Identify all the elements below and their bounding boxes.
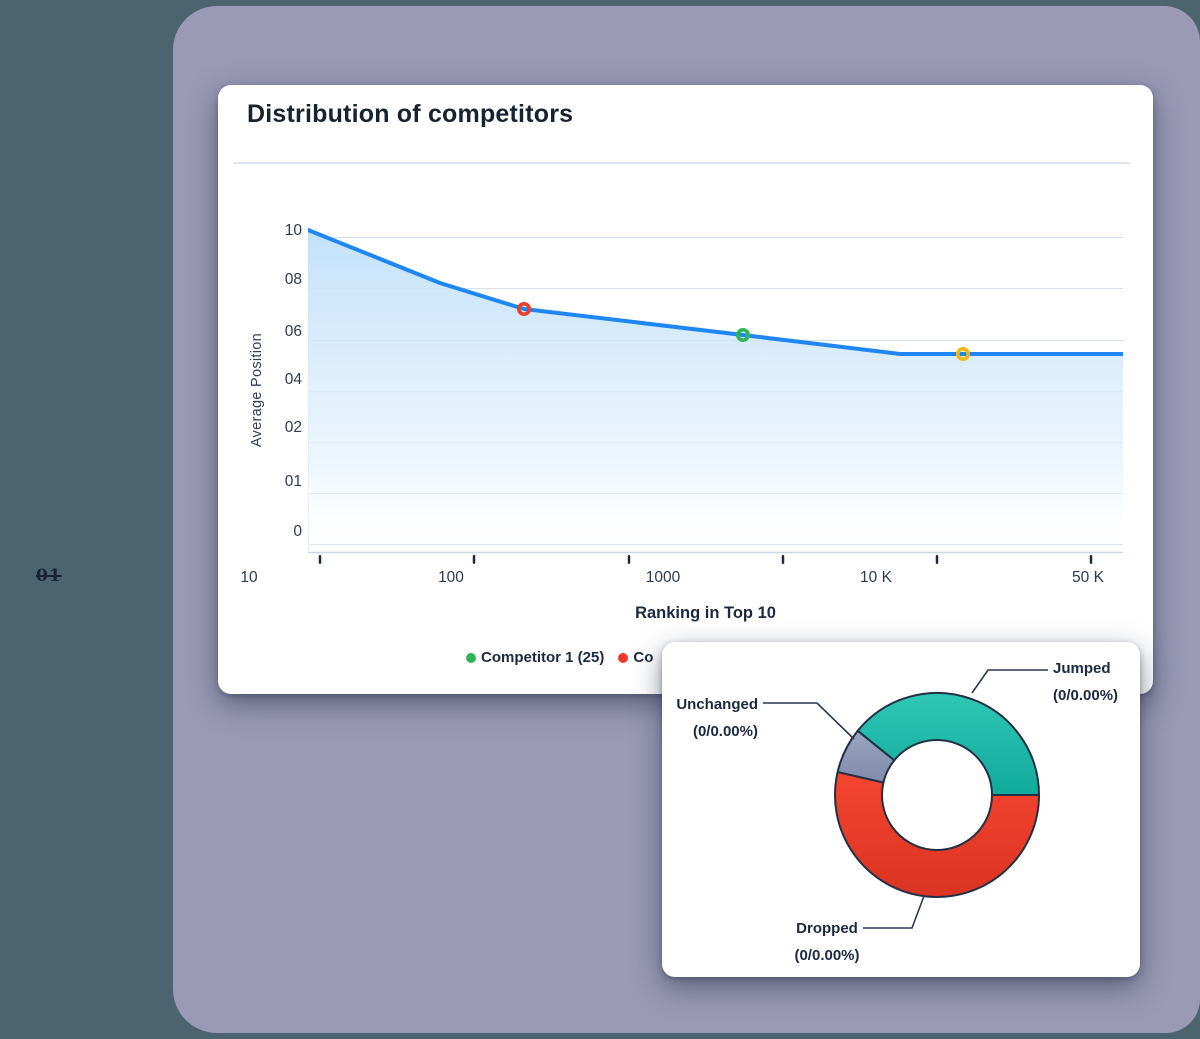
x-axis-title: Ranking in Top 10 [635,604,776,622]
x-axis-tick [781,555,785,564]
y-tick-label: 08 [284,271,302,288]
card-title: Distribution of competitors [247,100,574,128]
data-point-marker[interactable] [955,347,970,362]
card-divider [233,162,1131,164]
distribution-chart-card: Distribution of competitors Average Posi… [218,85,1153,694]
x-tick-label: 1000 [645,569,681,586]
area-fill [308,230,1123,550]
x-axis-tick [472,555,476,564]
y-tick-label: 01 [284,473,302,490]
x-tick-label: 50 K [1072,569,1104,586]
y-tick-label: 04 [284,371,302,388]
donut-slice-unchanged[interactable] [836,729,896,784]
connector-unchanged [763,702,855,740]
x-tick-label: 100 [438,569,464,586]
data-point-marker[interactable] [735,328,750,343]
x-tick-label: 10 [240,569,258,586]
connector-dropped [863,895,925,929]
donut-label-unchanged: Unchanged (0/0.00%) [676,696,758,740]
x-axis-tick [935,555,939,564]
trend-line [308,228,1123,356]
y-tick-label: 06 [284,323,302,340]
line-chart-plot [308,228,1123,564]
connector-jumped [971,669,1048,694]
donut-slice-jumped[interactable] [856,692,1040,796]
y-tick-label: 0 [293,523,302,540]
legend-item-competitor-1[interactable]: Competitor 1 (25) [466,649,604,666]
x-axis-tick [318,555,322,564]
legend-dot-green [466,652,476,663]
chart-legend: Competitor 1 (25) Co [466,649,653,666]
donut-label-jumped: Jumped (0/0.00%) [1053,660,1119,704]
y-tick-label: 02 [284,419,302,436]
x-axis-tick [627,555,631,564]
x-axis-tick [1089,555,1093,564]
x-tick-label: 10 K [860,569,892,586]
donut-chart-card: Jumped (0/0.00%) Unchanged (0/0.00%) Dro… [662,642,1140,977]
legend-item-competitor-2[interactable]: Co [618,649,653,666]
donut-slice-dropped[interactable] [834,771,1040,898]
data-point-marker[interactable] [517,302,532,317]
y-tick-label: 10 [284,222,302,239]
legend-dot-red [618,652,629,663]
donut-chart [763,669,1048,929]
watermark-number: 01 [36,566,62,586]
donut-label-dropped: Dropped (0/0.00%) [794,920,860,964]
